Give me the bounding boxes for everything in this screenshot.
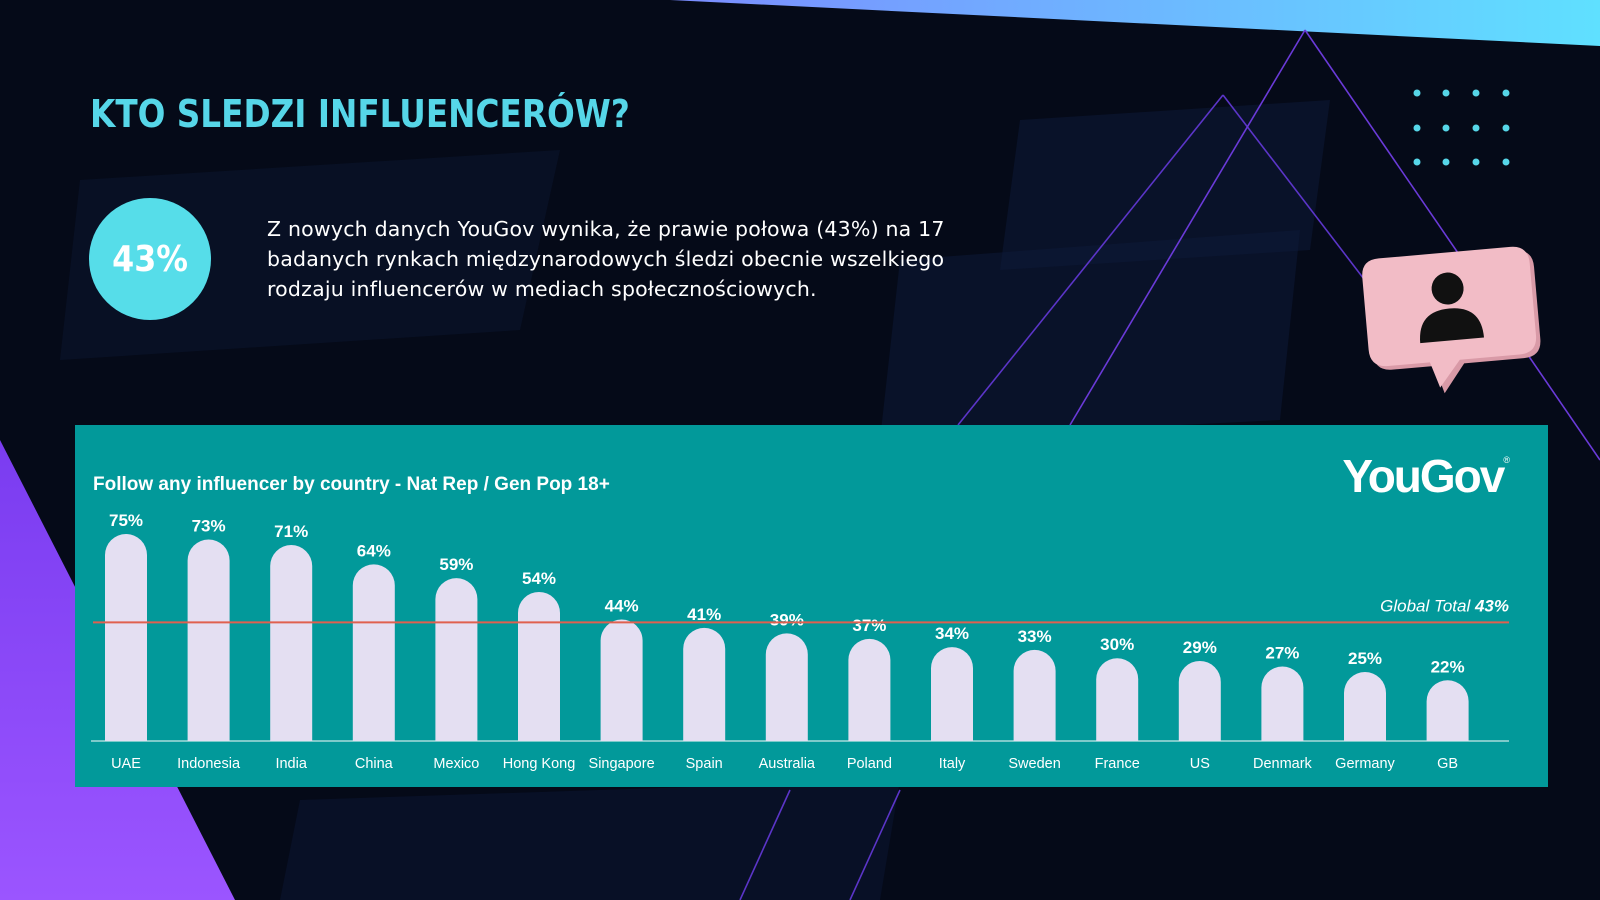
data-label: 27% — [1265, 643, 1299, 662]
data-label: 73% — [192, 517, 226, 536]
bar-uae — [105, 534, 147, 741]
data-label: 25% — [1348, 649, 1382, 668]
data-label: 37% — [852, 616, 886, 635]
data-label: 29% — [1183, 638, 1217, 657]
bar-australia — [765, 633, 808, 741]
intro-text: Z nowych danych YouGov wynika, że prawie… — [267, 217, 945, 301]
bar-chart: 75% UAE 73% Indonesia 71% India 64% China 59% Mex… — [91, 511, 1509, 772]
data-label: 22% — [1431, 657, 1465, 676]
yougov-logo: YouGov® — [1342, 449, 1510, 503]
category-label: Singapore — [589, 756, 655, 772]
page-title: KTO SLEDZI INFLUENCERÓW? — [90, 92, 630, 136]
logo-registered-mark: ® — [1503, 455, 1510, 465]
logo-text: YouGov — [1342, 450, 1505, 502]
category-label: China — [355, 756, 394, 772]
bar-spain — [683, 627, 726, 741]
category-label: Germany — [1335, 756, 1395, 772]
bar-france — [1096, 658, 1139, 741]
category-label: France — [1095, 756, 1140, 772]
category-label: Spain — [686, 756, 723, 772]
bar-china — [352, 564, 395, 741]
bar-indonesia — [187, 539, 230, 741]
chart-panel: 75% UAE 73% Indonesia 71% India 64% China 59% Mex… — [75, 425, 1548, 787]
data-label: 59% — [439, 555, 473, 574]
bar-india — [270, 545, 313, 741]
category-label: Italy — [939, 756, 966, 772]
bar-gb — [1426, 680, 1469, 741]
data-label: 41% — [687, 605, 721, 624]
stat-circle: 43% — [89, 198, 211, 320]
category-label: Australia — [759, 756, 816, 772]
bar-singapore — [600, 619, 643, 741]
dot-grid-decoration — [1413, 89, 1510, 166]
stat-value: 43% — [112, 238, 188, 280]
bar-italy — [931, 647, 973, 741]
data-label: 34% — [935, 624, 969, 643]
bar-mexico — [435, 578, 478, 741]
category-label: GB — [1437, 756, 1458, 772]
reference-label-value: 43% — [1474, 596, 1509, 615]
category-label: UAE — [111, 756, 141, 772]
bar-hong-kong — [518, 591, 560, 741]
data-label: 39% — [770, 610, 804, 629]
data-label: 54% — [522, 569, 556, 588]
data-label: 71% — [274, 522, 308, 541]
reference-line-label: Global Total 43% — [1380, 596, 1509, 615]
data-label: 30% — [1100, 635, 1134, 654]
category-label: Poland — [847, 756, 892, 772]
bar-denmark — [1261, 666, 1304, 741]
category-label: Denmark — [1253, 756, 1313, 772]
chart-title: Follow any influencer by country - Nat R… — [93, 474, 610, 495]
data-label: 64% — [357, 541, 391, 560]
bar-poland — [848, 638, 891, 741]
category-label: India — [275, 756, 307, 772]
data-label: 44% — [605, 597, 639, 616]
category-label: Indonesia — [177, 756, 241, 772]
category-label: Sweden — [1008, 756, 1060, 772]
category-label: US — [1190, 756, 1210, 772]
category-label: Mexico — [433, 756, 479, 772]
data-label: 75% — [109, 511, 143, 530]
category-label: Hong Kong — [503, 756, 576, 772]
bar-sweden — [1013, 649, 1056, 741]
user-profile-icon — [1362, 246, 1541, 394]
bar-germany — [1344, 672, 1386, 741]
reference-label-text: Global Total — [1380, 596, 1475, 615]
data-label: 33% — [1018, 627, 1052, 646]
bar-us — [1178, 660, 1221, 741]
